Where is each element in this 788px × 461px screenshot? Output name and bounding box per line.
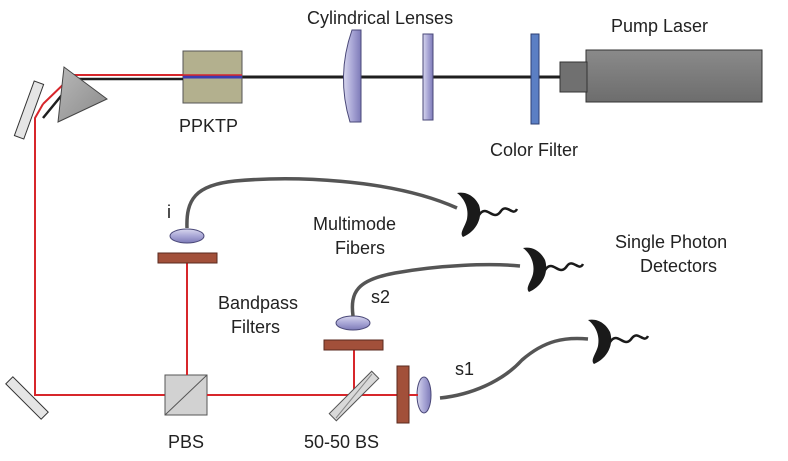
label-bandpass-2: Filters bbox=[231, 317, 280, 337]
lens-icon bbox=[416, 376, 432, 414]
bandpass-filter-s1 bbox=[396, 365, 410, 424]
fiber-s2 bbox=[350, 262, 521, 317]
label-single-photon-2: Detectors bbox=[640, 256, 718, 276]
cylindrical-lenses bbox=[343, 29, 434, 123]
label-color-filter: Color Filter bbox=[490, 140, 579, 160]
beam-splitter-5050-line bbox=[335, 373, 373, 419]
label-multimode-fibers-2: Fibers bbox=[335, 238, 386, 258]
label-ppktp: PPKTP bbox=[179, 116, 239, 136]
cylindrical-lens-2 bbox=[422, 33, 434, 121]
mirror-bottom-left bbox=[5, 376, 49, 420]
cylindrical-lens-1 bbox=[343, 29, 362, 123]
lens-icon bbox=[169, 228, 205, 244]
beam-left-vertical bbox=[34, 103, 168, 396]
pbs-cube bbox=[164, 374, 208, 416]
label-pbs: PBS bbox=[168, 432, 205, 452]
label-bandpass-1: Bandpass bbox=[218, 293, 299, 313]
label-single-photon-1: Single Photon bbox=[615, 232, 728, 252]
label-multimode-fibers-1: Multimode bbox=[313, 214, 397, 234]
detector-icon bbox=[588, 319, 650, 364]
ppktp-crystal bbox=[182, 50, 243, 104]
fiber-s1 bbox=[439, 336, 589, 400]
lens-icon bbox=[335, 315, 371, 331]
label-s2: s2 bbox=[371, 287, 391, 307]
color-filter bbox=[530, 33, 540, 125]
label-idler: i bbox=[167, 202, 171, 222]
prism bbox=[57, 66, 108, 123]
bandpass-filter-idler bbox=[157, 252, 218, 264]
mirror-top-left bbox=[13, 80, 45, 140]
detector-icon bbox=[457, 192, 519, 237]
fiber-idler bbox=[185, 177, 458, 229]
label-cylindrical-lenses: Cylindrical Lenses bbox=[307, 8, 454, 28]
pump-laser bbox=[559, 49, 763, 103]
label-pump-laser: Pump Laser bbox=[611, 16, 709, 36]
pump-laser-aperture bbox=[559, 61, 588, 93]
detector-icon bbox=[523, 247, 585, 292]
label-5050-bs: 50-50 BS bbox=[304, 432, 380, 452]
pump-laser-body bbox=[585, 49, 763, 103]
bandpass-filter-s2 bbox=[323, 339, 384, 351]
label-s1: s1 bbox=[455, 359, 475, 379]
